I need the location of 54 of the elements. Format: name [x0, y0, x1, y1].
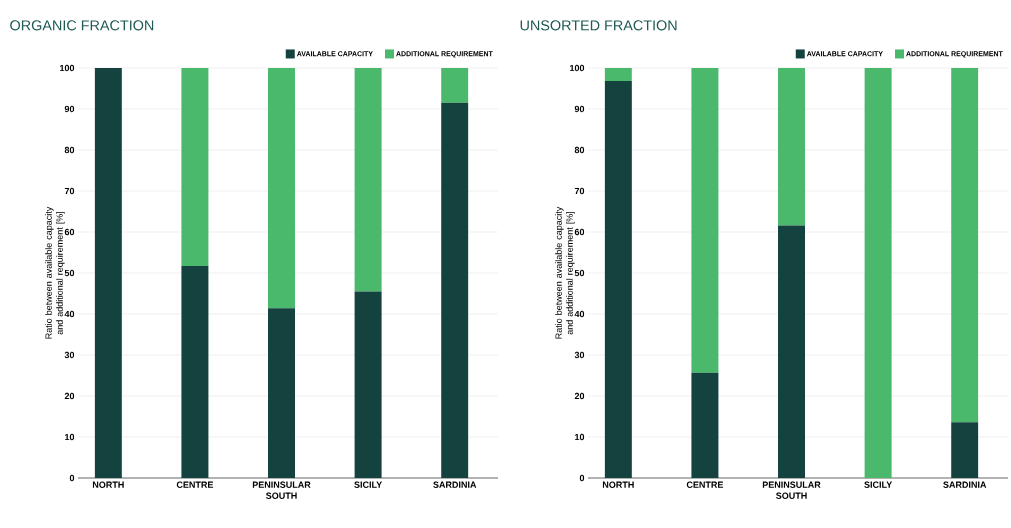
x-tick-label: CENTRE: [686, 481, 724, 488]
bar: [691, 372, 719, 478]
x-tick-label: SICILY: [354, 481, 383, 488]
y-tick-label: 20: [574, 392, 585, 400]
x-tick-label: SARDINIA: [433, 481, 477, 488]
chart-title: UNSORTED FRACTION: [520, 20, 677, 31]
bar: [181, 266, 209, 478]
x-tick-label: CENTRE: [176, 481, 214, 488]
bar: [354, 291, 382, 478]
y-tick-label: 90: [574, 105, 585, 113]
x-tick-label: NORTH: [602, 481, 634, 488]
y-tick-label: 90: [64, 105, 75, 113]
bar: [268, 68, 296, 309]
bar: [268, 308, 296, 478]
x-tick-label: SARDINIA: [943, 481, 987, 488]
y-tick-label: 40: [574, 310, 585, 318]
bar: [181, 68, 209, 267]
x-tick-label: NORTH: [92, 481, 124, 488]
y-tick-label: 0: [69, 474, 75, 482]
y-axis-title: Ratio between available capacity and additional requirement [%]: [45, 206, 65, 339]
x-tick-label: PENINSULAR SOUTH: [252, 481, 311, 499]
bar: [951, 68, 979, 423]
y-tick-label: 60: [64, 228, 75, 236]
bar: [691, 68, 719, 373]
y-tick-label: 50: [574, 269, 585, 277]
bar: [778, 225, 806, 478]
y-tick-label: 10: [575, 433, 585, 441]
bar: [604, 68, 632, 82]
y-tick-label: 70: [64, 187, 75, 195]
y-tick-label: 30: [574, 351, 585, 359]
bar: [441, 68, 469, 103]
y-tick-label: 10: [65, 433, 75, 441]
bar: [441, 102, 469, 478]
y-tick-label: 80: [64, 146, 75, 154]
chart-title: ORGANIC FRACTION: [10, 20, 154, 31]
y-axis-title: Ratio between available capacity and additional requirement [%]: [555, 206, 575, 339]
y-tick-label: 100: [570, 64, 585, 72]
y-tick-label: 40: [64, 310, 75, 318]
bar: [778, 68, 806, 226]
y-tick-label: 50: [64, 269, 75, 277]
y-tick-label: 0: [579, 474, 585, 482]
y-tick-label: 20: [64, 392, 75, 400]
bar: [604, 81, 632, 478]
bar: [951, 422, 979, 478]
y-tick-label: 80: [574, 146, 585, 154]
y-tick-label: 100: [60, 64, 75, 72]
y-tick-label: 30: [64, 351, 75, 359]
y-tick-label: 70: [574, 187, 585, 195]
bar: [864, 68, 892, 478]
y-tick-label: 60: [574, 228, 585, 236]
bar: [354, 68, 382, 292]
x-tick-label: PENINSULAR SOUTH: [762, 481, 821, 499]
x-tick-label: SICILY: [864, 481, 893, 488]
bar: [94, 68, 122, 478]
